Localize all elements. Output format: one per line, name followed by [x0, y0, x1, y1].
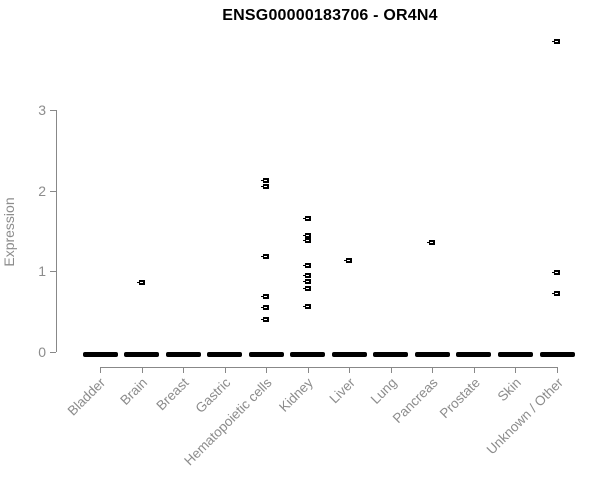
x-axis-tick [557, 367, 558, 373]
zero-expression-cluster [207, 352, 243, 357]
data-point [261, 293, 270, 299]
x-tick-label: Liver [326, 375, 358, 407]
x-axis-tick [224, 367, 226, 373]
y-tick-label: 2 [38, 182, 46, 199]
y-axis-tick [50, 190, 56, 192]
x-tick-label: Prostate [436, 375, 483, 422]
x-axis-line [100, 367, 558, 368]
x-tick-label: Lung [367, 375, 400, 407]
chart-title: ENSG00000183706 - OR4N4 [222, 7, 438, 24]
data-point [302, 272, 311, 278]
data-point [261, 178, 270, 184]
x-axis-tick [473, 367, 475, 373]
data-point [261, 184, 270, 190]
y-tick-label: 3 [38, 101, 46, 118]
x-axis-tick [141, 367, 143, 373]
x-axis-tick [307, 367, 309, 373]
zero-expression-cluster [456, 352, 492, 357]
data-point [302, 279, 311, 285]
zero-expression-cluster [124, 352, 160, 357]
data-point [136, 280, 145, 286]
data-point [302, 285, 311, 291]
data-point [427, 239, 436, 245]
data-point [302, 216, 311, 222]
y-tick-label: 1 [38, 263, 46, 280]
x-axis-tick [349, 367, 351, 373]
zero-expression-cluster [165, 352, 201, 357]
data-point [302, 232, 311, 238]
data-point [261, 254, 270, 260]
y-axis-tick [50, 271, 56, 273]
data-point [302, 263, 311, 269]
zero-expression-cluster [373, 352, 409, 357]
x-axis-tick [100, 367, 101, 373]
x-tick-label: Gastric [192, 375, 234, 416]
data-point [302, 303, 311, 309]
zero-expression-cluster [497, 352, 533, 357]
x-tick-label: Bladder [65, 375, 109, 419]
x-axis-tick [515, 367, 517, 373]
data-point [261, 317, 270, 323]
x-tick-label: Unknown / Other [483, 375, 566, 458]
zero-expression-cluster [290, 352, 326, 357]
x-tick-label: Skin [494, 375, 525, 405]
zero-expression-cluster [539, 352, 575, 357]
data-point [552, 269, 560, 275]
x-axis-tick [390, 367, 392, 373]
x-axis-tick [432, 367, 434, 373]
data-point [552, 290, 560, 296]
x-axis-tick [266, 367, 268, 373]
zero-expression-cluster [331, 352, 367, 357]
zero-expression-cluster [414, 352, 450, 357]
y-axis-tick [50, 352, 56, 353]
zero-expression-cluster [82, 352, 118, 357]
y-axis-tick [50, 109, 56, 111]
y-tick-label: 0 [38, 344, 46, 360]
y-axis-label: Expression [1, 197, 17, 267]
zero-expression-cluster [248, 352, 284, 357]
x-tick-label: Breast [153, 375, 192, 414]
data-point [302, 238, 311, 244]
x-tick-label: Brain [117, 375, 151, 408]
data-point [344, 257, 353, 263]
data-point [261, 305, 270, 311]
y-axis-line [56, 110, 57, 352]
x-axis-tick [183, 367, 185, 373]
x-tick-label: Kidney [276, 375, 317, 415]
data-point [552, 38, 560, 44]
